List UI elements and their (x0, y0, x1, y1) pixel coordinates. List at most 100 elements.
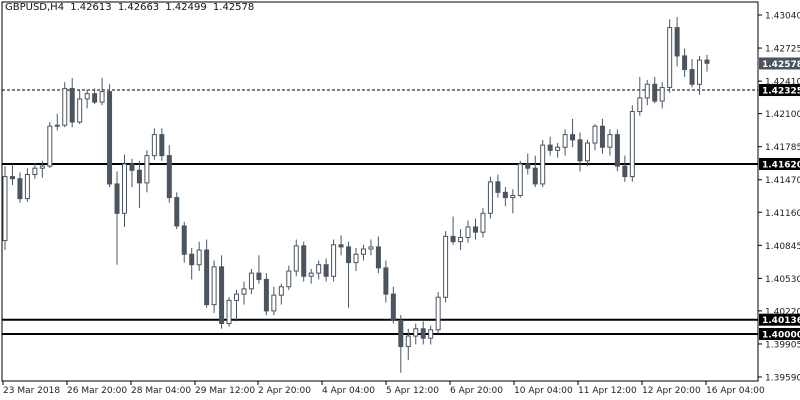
bear-candle-body (652, 83, 658, 102)
bear-candle-body (383, 267, 389, 295)
candle (166, 145, 172, 203)
bear-candle-body (346, 246, 352, 264)
bear-candle-body (570, 134, 576, 141)
candle (614, 129, 620, 172)
bull-candle-body (293, 245, 299, 272)
candle (353, 247, 359, 272)
bull-candle-body (32, 167, 38, 175)
candle (159, 128, 165, 161)
plot-frame (1, 1, 759, 382)
x-tick-label: 5 Apr 12:00 (386, 386, 439, 396)
bear-candle-body (92, 93, 98, 103)
bull-candle-body (465, 226, 471, 238)
x-tick-label: 2 Apr 20:00 (258, 386, 311, 396)
bear-candle-body (622, 165, 628, 178)
candle (129, 158, 135, 188)
bull-candle-body (637, 97, 643, 113)
candle (458, 229, 464, 251)
x-tick-label: 6 Apr 20:00 (450, 386, 503, 396)
bull-candle-body (405, 335, 411, 348)
y-tick-label: 1.41785 (765, 143, 800, 153)
bull-candle-body (308, 272, 314, 277)
bull-candle-body (428, 329, 434, 339)
candle (301, 241, 307, 282)
candle (181, 221, 187, 263)
candle (585, 139, 591, 167)
bear-candle-body (159, 134, 165, 157)
candle (510, 189, 516, 214)
candle (278, 283, 284, 305)
y-tick-label: 1.40220 (765, 307, 800, 317)
candle (525, 153, 531, 175)
bear-candle-body (704, 59, 710, 64)
bull-candle-body (151, 134, 157, 157)
x-tick-label: 11 Apr 12:00 (578, 386, 637, 396)
candle (428, 325, 434, 345)
candle (293, 239, 299, 277)
candle (346, 241, 352, 308)
ohlc-close: 1.42578 (212, 2, 255, 13)
bear-candle-body (375, 246, 381, 269)
candle (413, 323, 419, 345)
bear-candle-body (525, 163, 531, 169)
candle (570, 118, 576, 148)
candle (107, 84, 113, 188)
bear-candle-body (338, 244, 344, 248)
bear-candle-body (189, 253, 195, 266)
x-tick-label: 23 Mar 2018 (3, 386, 60, 396)
bull-candle-body (196, 249, 202, 266)
bear-candle-body (256, 272, 262, 280)
bull-candle-body (480, 212, 486, 233)
x-tick-label: 29 Mar 12:00 (195, 386, 255, 396)
level-price-tag-bg (759, 84, 800, 97)
candle (211, 260, 217, 313)
candle (637, 76, 643, 116)
candle (286, 265, 292, 290)
bull-candle-body (39, 165, 45, 169)
y-tick-label: 1.40530 (765, 275, 800, 285)
bull-candle-body (62, 87, 68, 126)
bull-candle-body (331, 244, 337, 277)
bear-candle-body (129, 163, 135, 171)
bull-candle-body (2, 176, 8, 242)
price-tags: 1.41620 1.40136 1.40000 1.42325 1.42578 (759, 57, 800, 340)
bear-candle-body (166, 155, 172, 199)
candle (375, 236, 381, 274)
candle (607, 129, 613, 156)
candle (174, 192, 180, 230)
y-tick-label: 1.42100 (765, 110, 800, 120)
candle (17, 172, 23, 203)
bull-candle-body (413, 328, 419, 337)
bull-candle-body (368, 246, 374, 250)
x-tick-label: 12 Apr 20:00 (642, 386, 701, 396)
ohlc-open: 1.42613 (70, 2, 112, 13)
candle (495, 174, 501, 198)
bull-candle-body (24, 173, 30, 200)
ohlc-low: 1.42499 (165, 2, 207, 13)
x-tick-label: 10 Apr 04:00 (514, 386, 573, 396)
bull-candle-body (644, 83, 650, 99)
level-price-tag-bg (759, 313, 800, 326)
candle (644, 80, 650, 106)
candle (24, 168, 30, 202)
bull-candle-body (121, 163, 127, 214)
bear-candle-body (532, 167, 538, 185)
candle (54, 113, 60, 131)
current-price-tag-text: 1.42578 (762, 60, 800, 70)
bull-candle-body (234, 293, 240, 301)
level-price-tag-text: 1.41620 (762, 160, 800, 170)
y-tick-label: 1.39590 (765, 374, 800, 384)
candle (204, 239, 210, 308)
bear-candle-body (263, 278, 269, 312)
bull-candle-body (84, 93, 90, 100)
candle (241, 281, 247, 305)
x-tick-label: 28 Mar 04:00 (131, 386, 191, 396)
bull-candle-body (540, 144, 546, 185)
bear-candle-body (9, 176, 15, 180)
candle (338, 235, 344, 256)
bear-candle-body (69, 87, 75, 123)
bear-candle-body (174, 197, 180, 227)
bear-candle-body (450, 235, 456, 243)
candle (420, 321, 426, 345)
